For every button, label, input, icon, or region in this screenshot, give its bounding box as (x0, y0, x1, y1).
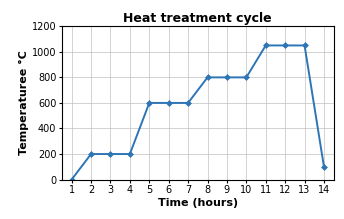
Title: Heat treatment cycle: Heat treatment cycle (123, 12, 272, 25)
Y-axis label: Temperaturee °C: Temperaturee °C (19, 51, 29, 155)
X-axis label: Time (hours): Time (hours) (158, 198, 238, 208)
